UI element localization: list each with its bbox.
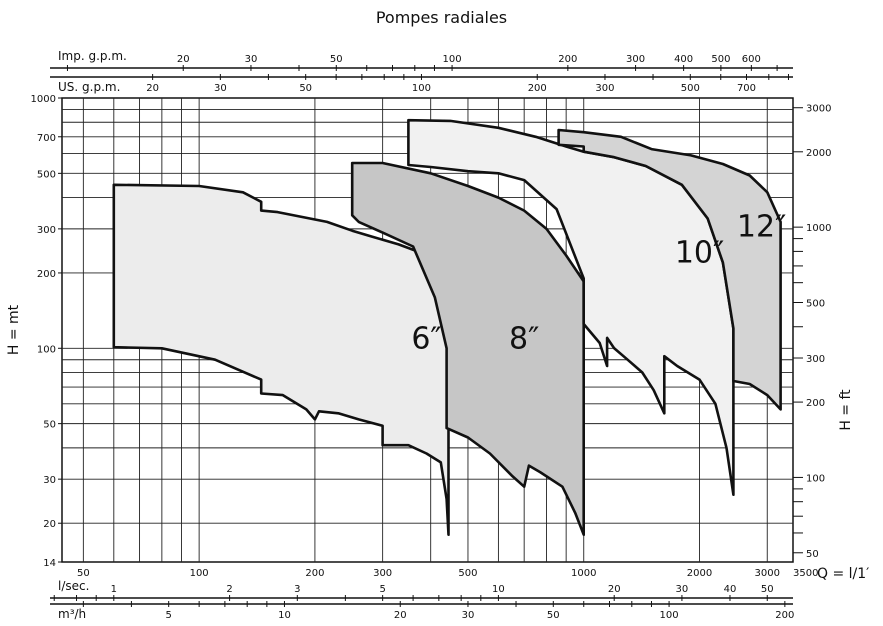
m3h-axis-tick-label: 30 <box>462 610 475 621</box>
us-gpm-axis-tick-label: 200 <box>528 83 547 94</box>
m3h-axis-tick-label: 10 <box>278 610 291 621</box>
lsec-axis-tick-label: 10 <box>492 584 505 595</box>
x-tick-label: 1000 <box>571 568 596 579</box>
us-gpm-axis-tick-label: 100 <box>412 83 431 94</box>
imp-gpm-axis-tick-label: 400 <box>674 54 693 65</box>
lsec-axis-tick-label: 3 <box>294 584 300 595</box>
imp-gpm-axis-tick-label: 100 <box>443 54 462 65</box>
us-gpm-axis-tick-label: 30 <box>214 83 227 94</box>
series-label: 12″ <box>737 209 786 244</box>
m3h-axis-tick-label: 100 <box>660 610 679 621</box>
m3h-axis-label: m³/h <box>58 607 86 621</box>
us-gpm-axis-tick-label: 50 <box>299 83 312 94</box>
ft-tick-label: 100 <box>806 473 825 484</box>
y-axis-label-right: H = ft <box>838 389 854 431</box>
x-tick-label: 3000 <box>755 568 780 579</box>
y-tick-label: 1000 <box>31 94 56 105</box>
lsec-axis-label: l/sec. <box>58 579 89 593</box>
y-tick-label: 30 <box>43 475 56 486</box>
imp-gpm-axis-label: Imp. g.p.m. <box>58 49 127 63</box>
x-tick-label: 3500 <box>793 568 818 579</box>
series-label: 8″ <box>509 321 539 356</box>
ft-tick-label: 500 <box>806 298 825 309</box>
x-tick-label: 300 <box>373 568 392 579</box>
x-axis-label: Q = l/1′ <box>817 566 869 582</box>
us-gpm-axis-tick-label: 700 <box>737 83 756 94</box>
y-tick-label: 500 <box>37 169 56 180</box>
ft-tick-label: 1000 <box>806 223 831 234</box>
m3h-axis-tick-label: 5 <box>165 610 171 621</box>
m3h-axis-tick-label: 50 <box>547 610 560 621</box>
ft-tick-label: 3000 <box>806 104 831 115</box>
y-tick-label: 20 <box>43 519 56 530</box>
us-gpm-axis-label: US. g.p.m. <box>58 80 120 94</box>
lsec-axis-tick-label: 40 <box>724 584 737 595</box>
x-tick-label: 200 <box>305 568 324 579</box>
x-tick-label: 50 <box>77 568 90 579</box>
x-tick-label: 500 <box>458 568 477 579</box>
us-gpm-axis-tick-label: 300 <box>595 83 614 94</box>
imp-gpm-axis-tick-label: 500 <box>711 54 730 65</box>
y-tick-label: 50 <box>43 420 56 431</box>
ft-tick-label: 2000 <box>806 148 831 159</box>
lsec-axis-tick-label: 20 <box>608 584 621 595</box>
imp-gpm-axis-tick-label: 30 <box>245 54 258 65</box>
lsec-axis-tick-label: 1 <box>111 584 117 595</box>
ft-tick-label: 50 <box>806 549 819 560</box>
us-gpm-axis-tick-label: 500 <box>681 83 700 94</box>
y-tick-label: 700 <box>37 133 56 144</box>
imp-gpm-axis-tick-label: 20 <box>177 54 190 65</box>
ft-tick-label: 200 <box>806 398 825 409</box>
imp-gpm-axis-tick-label: 200 <box>558 54 577 65</box>
lsec-axis-tick-label: 5 <box>379 584 385 595</box>
y-tick-label: 200 <box>37 269 56 280</box>
lsec-axis-tick-label: 2 <box>226 584 232 595</box>
x-tick-label: 2000 <box>687 568 712 579</box>
us-gpm-axis-tick-label: 20 <box>146 83 159 94</box>
imp-gpm-axis-tick-label: 600 <box>742 54 761 65</box>
x-tick-label: 100 <box>190 568 209 579</box>
series-label: 10″ <box>675 236 724 271</box>
m3h-axis-tick-label: 200 <box>775 610 794 621</box>
imp-gpm-axis-tick-label: 50 <box>330 54 343 65</box>
y-tick-label: 300 <box>37 225 56 236</box>
imp-gpm-axis-tick-label: 300 <box>626 54 645 65</box>
y-axis-label-left: H = mt <box>6 304 22 355</box>
lsec-axis-tick-label: 50 <box>761 584 774 595</box>
ft-tick-label: 300 <box>806 354 825 365</box>
series-label: 6″ <box>411 321 441 356</box>
lsec-axis-tick-label: 30 <box>676 584 689 595</box>
y-tick-label: 100 <box>37 344 56 355</box>
m3h-axis-tick-label: 20 <box>394 610 407 621</box>
y-tick-label: 14 <box>43 558 56 569</box>
